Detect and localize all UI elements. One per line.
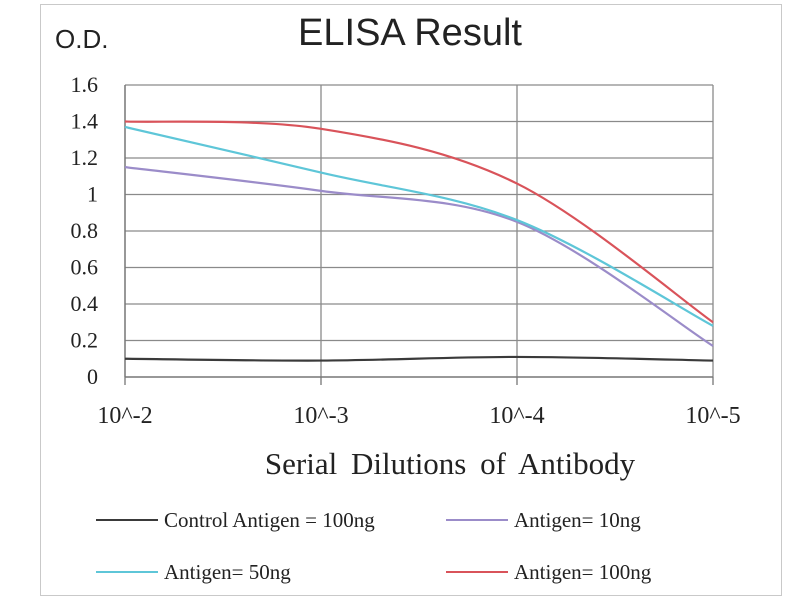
legend-swatch-50ng <box>96 571 158 573</box>
legend-label-50ng: Antigen= 50ng <box>164 559 291 584</box>
y-tick-label: 1.6 <box>71 72 99 97</box>
y-tick-label: 1.4 <box>71 109 99 134</box>
legend-label-control: Control Antigen = 100ng <box>164 507 375 532</box>
series-line-2 <box>124 125 714 327</box>
y-tick-label: 0.4 <box>71 291 99 316</box>
grid-lines <box>125 84 714 377</box>
legend-swatch-100ng <box>446 571 508 573</box>
legend-item-control-antigen: Control Antigen = 100ng <box>96 505 375 535</box>
legend-swatch-10ng <box>446 519 508 521</box>
y-tick-label: 1.2 <box>71 145 99 170</box>
chart-title: ELISA Result <box>298 12 522 54</box>
y-tick-label: 0.8 <box>71 218 99 243</box>
series-line-3 <box>124 120 714 324</box>
y-tick-label: 1 <box>87 182 98 207</box>
series-line-0 <box>124 355 714 362</box>
y-tick-label: 0 <box>87 364 98 389</box>
legend-label-10ng: Antigen= 10ng <box>514 507 641 532</box>
x-tick-label: 10^-4 <box>489 403 544 429</box>
tick-labels: 0 0.2 0.4 0.6 0.8 1 1.2 1.4 1.6 10^-2 10^-3 10^-4 10… <box>71 72 741 429</box>
y-tick-label: 0.2 <box>71 328 99 353</box>
chart-frame <box>40 4 782 596</box>
y-tick-label: 0.6 <box>71 255 99 280</box>
x-tick-label: 10^-2 <box>97 403 152 429</box>
legend-swatch-control <box>96 519 158 521</box>
x-tick-label: 10^-5 <box>685 403 740 429</box>
legend-item-antigen-100ng: Antigen= 100ng <box>446 557 651 587</box>
legend-label-100ng: Antigen= 100ng <box>514 559 652 584</box>
y-axis-label: O.D. <box>55 24 109 54</box>
x-axis-title: Serial Dilutions of Antibody <box>264 446 636 481</box>
series-lines <box>124 120 714 362</box>
x-tick-label: 10^-3 <box>293 403 348 429</box>
axes <box>124 85 714 385</box>
series-line-1 <box>124 166 714 347</box>
legend-item-antigen-10ng: Antigen= 10ng <box>446 505 641 535</box>
legend-item-antigen-50ng: Antigen= 50ng <box>96 557 291 587</box>
